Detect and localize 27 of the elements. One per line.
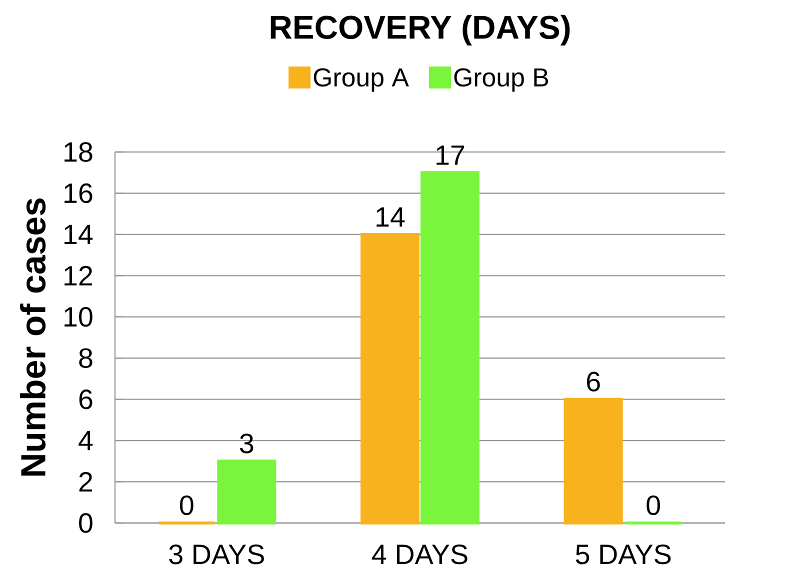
x-tick-label: 4 DAYS <box>372 544 468 564</box>
y-tick-label: 4 <box>78 430 93 450</box>
bar <box>420 171 480 524</box>
y-axis-title: Number of cases <box>20 198 46 476</box>
chart-title: RECOVERY (DAYS) <box>270 14 570 46</box>
legend-label: Group B <box>454 68 548 92</box>
y-tick-label: 8 <box>79 348 92 368</box>
data-label: 6 <box>587 372 600 392</box>
bar <box>360 232 420 524</box>
data-label: 14 <box>376 207 405 227</box>
data-label: 0 <box>180 495 194 516</box>
x-tick-label: 5 DAYS <box>576 544 671 564</box>
bar <box>564 398 623 524</box>
data-label: 0 <box>646 495 660 516</box>
y-tick-label: 12 <box>64 266 92 286</box>
y-tick-label: 10 <box>64 307 92 327</box>
x-tick-label: 3 DAYS <box>169 544 264 564</box>
y-tick-label: 16 <box>64 183 92 204</box>
y-tick-label: 18 <box>64 142 92 162</box>
y-tick-label: 2 <box>79 472 92 492</box>
bar <box>217 460 276 524</box>
y-tick-label: 6 <box>79 389 92 410</box>
y-tick-label: 0 <box>79 513 92 533</box>
data-label: 3 <box>240 434 254 454</box>
data-label: 17 <box>436 146 464 165</box>
legend-label: Group A <box>314 68 409 92</box>
y-tick-label: 14 <box>64 224 93 244</box>
